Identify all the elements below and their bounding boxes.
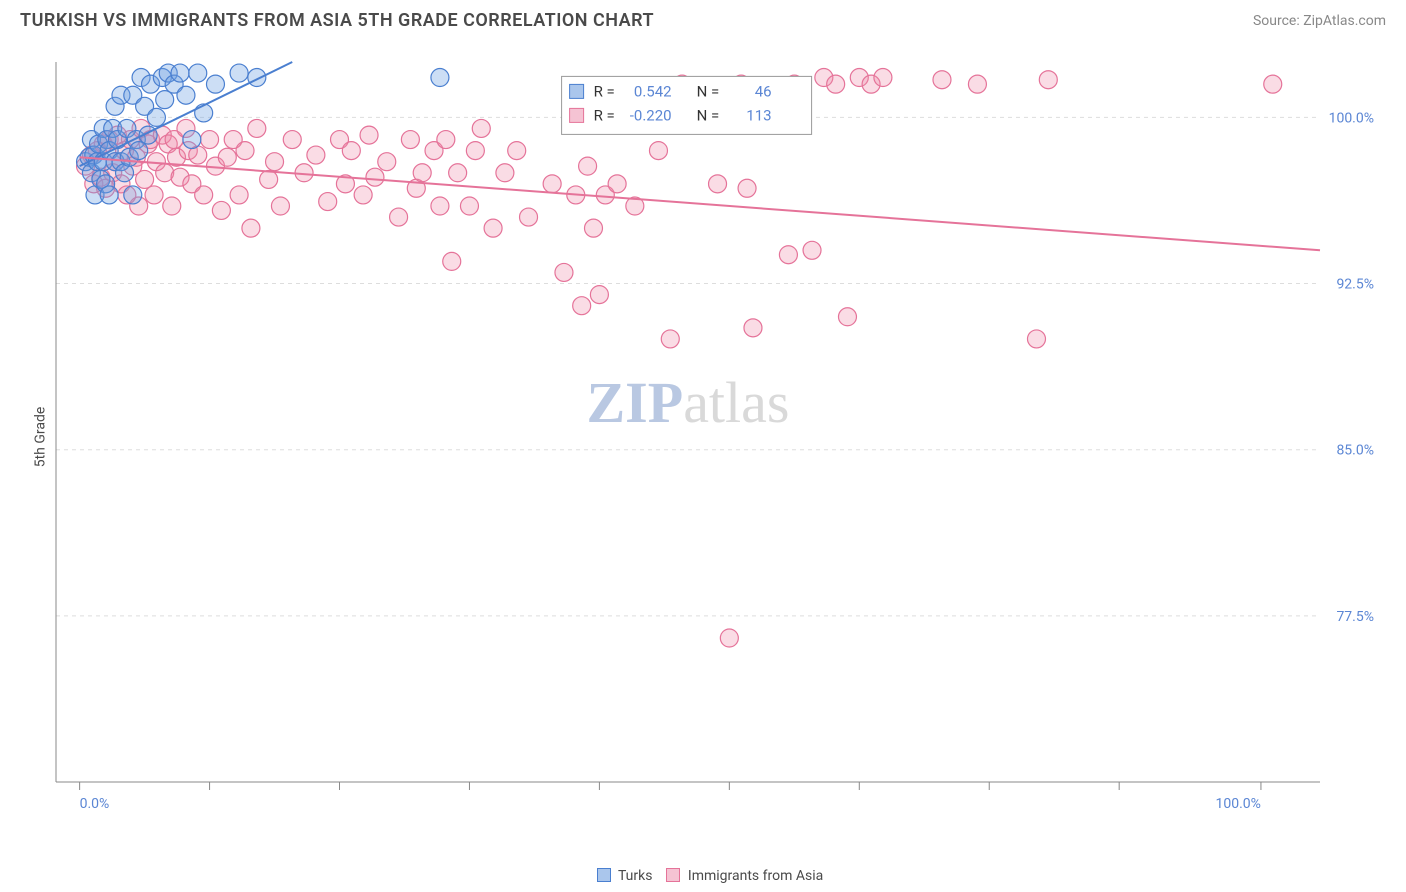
chart-area: 5th Grade 77.5%85.0%92.5%100.0%0.0%100.0… <box>50 52 1390 822</box>
svg-text:92.5%: 92.5% <box>1336 277 1374 293</box>
chart-title: TURKISH VS IMMIGRANTS FROM ASIA 5TH GRAD… <box>20 10 654 31</box>
legend-label: Turks <box>615 868 653 884</box>
source-label: Source: ZipAtlas.com <box>1253 13 1386 29</box>
legend-swatch <box>666 868 680 882</box>
svg-text:113: 113 <box>746 106 771 124</box>
svg-text:0.0%: 0.0% <box>80 796 110 812</box>
scatter-plot: 77.5% 85.0% 92.5% 100.0% 0.0% 100.0% ZIPatlas R… <box>50 52 1390 822</box>
svg-text:0.542: 0.542 <box>634 82 672 100</box>
svg-text:R =: R = <box>594 106 615 124</box>
chart-header: TURKISH VS IMMIGRANTS FROM ASIA 5TH GRAD… <box>0 0 1406 37</box>
legend-swatch <box>597 868 611 882</box>
svg-text:77.5%: 77.5% <box>1336 609 1374 625</box>
svg-text:-0.220: -0.220 <box>630 106 672 124</box>
svg-text:100.0%: 100.0% <box>1216 796 1261 812</box>
svg-text:N =: N = <box>697 82 720 100</box>
svg-text:85.0%: 85.0% <box>1336 443 1374 459</box>
y-axis-label: 5th Grade <box>32 407 48 468</box>
svg-text:ZIPatlas: ZIPatlas <box>587 370 790 435</box>
footer-legend: Turks Immigrants from Asia <box>0 868 1406 884</box>
svg-text:100.0%: 100.0% <box>1329 110 1374 126</box>
svg-text:46: 46 <box>755 82 772 100</box>
legend-label: Immigrants from Asia <box>684 868 823 884</box>
svg-text:N =: N = <box>697 106 720 124</box>
svg-text:R =: R = <box>594 82 615 100</box>
